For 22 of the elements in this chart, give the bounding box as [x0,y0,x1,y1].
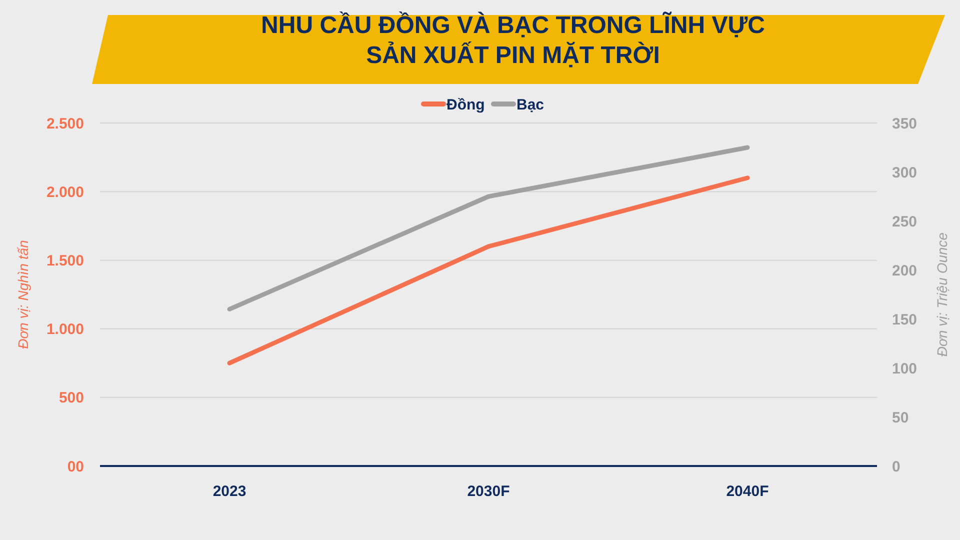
y2-tick-label: 150 [892,311,918,328]
y-axis-title: Đơn vị: Nghìn tấn [15,240,31,349]
y2-tick-label: 350 [892,115,918,132]
y2-tick-label: 300 [892,164,918,182]
y2-tick-label: 50 [892,409,909,426]
legend-label: Đồng [446,96,485,114]
y2-tick-label: 0 [892,458,900,476]
x-tick-label: 2030F [467,483,510,500]
x-tick-label: 2023 [212,483,246,500]
y2-tick-label: 250 [892,213,918,230]
y-tick-label: 2.500 [46,115,84,132]
y2-tick-label: 200 [892,262,918,280]
x-tick-label: 2040F [726,483,769,500]
y2-axis-title: Đơn vị: Triệu Ounce [934,232,950,357]
chart-title: NHU CẦU ĐỒNG VÀ BẠC TRONG LĨNH VỰC SẢN XUẤT PIN MẶT TRỜI [261,11,765,69]
y-tick-label: 1.500 [46,252,84,270]
y2-tick-label: 100 [892,360,918,378]
y-tick-label: 2.000 [46,184,84,201]
legend-label: Bạc [516,96,544,114]
y-tick-label: 1.000 [46,321,84,338]
y-tick-label: 500 [58,390,84,407]
y-tick-label: 00 [67,458,84,476]
